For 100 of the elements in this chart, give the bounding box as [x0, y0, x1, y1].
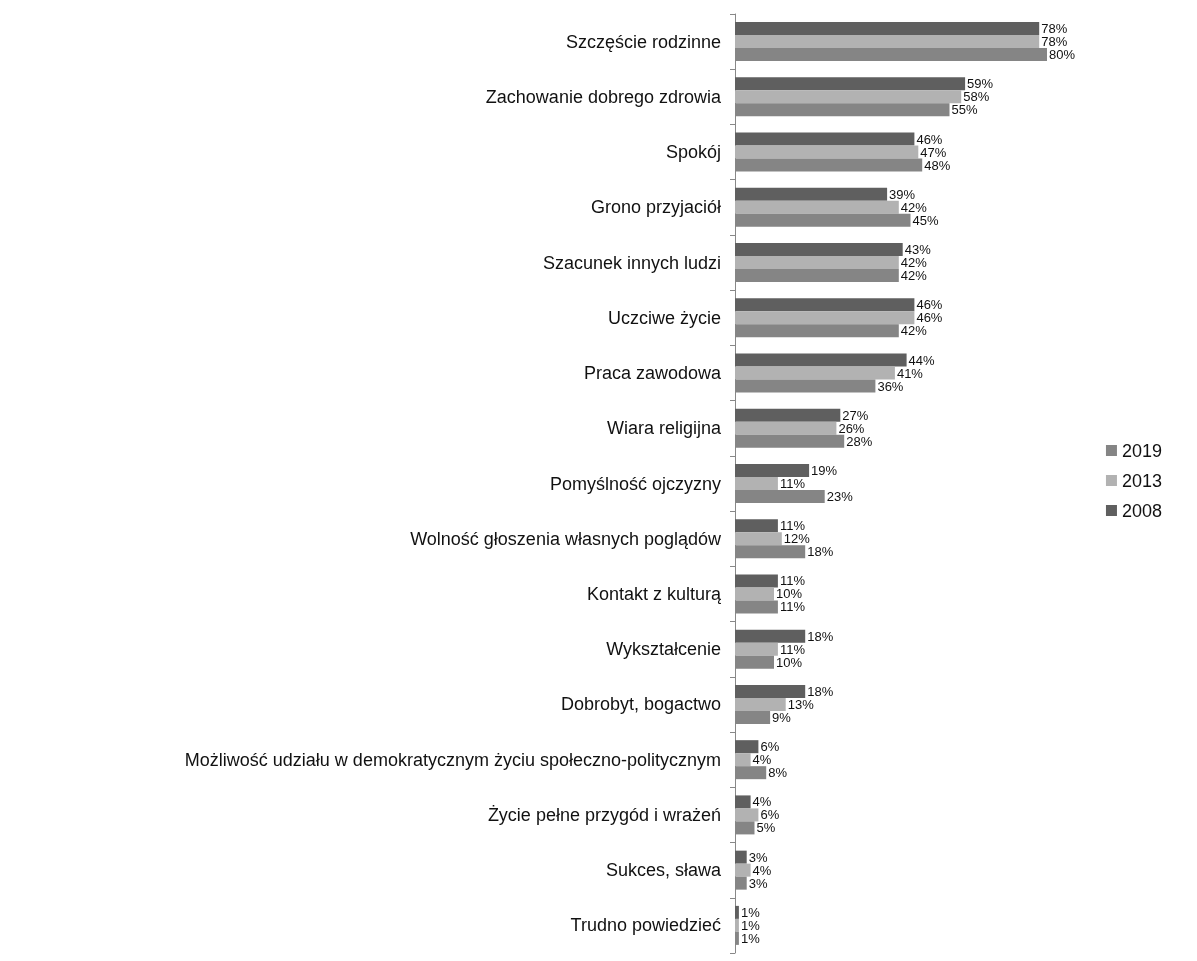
y-tick-label: Szacunek innych ludzi — [542, 252, 721, 273]
data-label: 4% — [752, 862, 772, 878]
data-label: 11% — [779, 476, 806, 491]
data-label: 55% — [951, 102, 978, 118]
legend-label: 2013 — [1121, 470, 1162, 491]
data-label: 41% — [896, 365, 924, 381]
bar — [735, 684, 806, 698]
data-label: 1% — [740, 917, 761, 933]
bar — [735, 477, 778, 490]
y-tick-label: Sukces, sława — [605, 860, 722, 881]
data-label: 26% — [838, 420, 865, 436]
bar — [735, 77, 966, 91]
data-label: 59% — [967, 76, 994, 92]
data-label: 18% — [807, 544, 834, 560]
y-tick-label: Kontakt z kulturą — [586, 583, 722, 604]
data-label: 11% — [779, 573, 806, 589]
data-label: 28% — [846, 433, 873, 449]
bar — [735, 311, 915, 325]
data-label: 45% — [912, 212, 939, 228]
bar — [735, 298, 915, 312]
data-label: 10% — [776, 586, 803, 602]
data-label: 11% — [779, 641, 806, 657]
bar — [735, 519, 778, 533]
data-label: 13% — [787, 696, 815, 712]
bar — [735, 132, 915, 146]
data-label: 11% — [779, 599, 806, 615]
y-tick-label: Życie pełne przygód i wrażeń — [487, 804, 721, 825]
data-label: 80% — [1049, 47, 1076, 63]
legend-label: 2008 — [1121, 500, 1162, 521]
data-label: 42% — [900, 268, 928, 284]
legend-label: 2019 — [1121, 440, 1162, 461]
bar — [735, 464, 810, 477]
data-label: 42% — [900, 255, 928, 271]
bar — [735, 187, 888, 201]
bar — [735, 753, 751, 767]
bar — [735, 366, 895, 380]
y-tick-label: Wykształcenie — [606, 639, 721, 660]
data-label: 9% — [772, 709, 792, 725]
data-label: 1% — [740, 904, 761, 920]
data-label: 4% — [752, 794, 772, 810]
bar — [735, 850, 747, 864]
bar — [735, 145, 919, 159]
y-tick-label: Możliwość udziału w demokratycznym życiu społeczno-politycznym — [184, 749, 721, 770]
bar — [735, 808, 759, 822]
data-label: 19% — [811, 463, 838, 478]
data-label: 42% — [900, 199, 928, 215]
data-label: 8% — [768, 765, 788, 781]
data-label: 1% — [740, 930, 761, 946]
bar — [735, 918, 739, 932]
bar — [735, 795, 751, 809]
data-label: 3% — [748, 875, 768, 891]
y-tick-label: Trudno powiedzieć — [570, 915, 721, 936]
bar — [735, 532, 782, 546]
data-label: 4% — [752, 752, 772, 768]
data-label: 18% — [807, 683, 834, 699]
y-tick-label: Praca zawodowa — [583, 363, 722, 384]
data-label: 42% — [900, 323, 928, 339]
data-label: 3% — [748, 849, 768, 865]
bar — [735, 629, 806, 643]
y-tick-label: Spokój — [665, 142, 721, 163]
data-label: 78% — [1041, 21, 1068, 37]
data-label: 58% — [963, 89, 990, 105]
y-tick-label: Grono przyjaciół — [590, 197, 721, 218]
bar — [735, 90, 962, 104]
bar — [735, 421, 837, 435]
y-tick-label: Pomyślność ojczyzny — [549, 473, 721, 494]
bar — [735, 740, 759, 754]
y-tick-label: Szczęście rodzinne — [565, 31, 721, 52]
data-label: 10% — [776, 654, 803, 670]
bar — [735, 200, 899, 214]
bar — [735, 642, 778, 656]
data-label: 46% — [916, 297, 943, 313]
bar — [735, 22, 1040, 36]
bar — [735, 35, 1040, 49]
data-label: 36% — [877, 378, 904, 394]
bar — [735, 905, 739, 919]
data-label: 27% — [842, 407, 869, 423]
bar — [735, 863, 751, 877]
data-label: 23% — [826, 489, 854, 504]
bar — [735, 587, 774, 601]
y-tick-label: Wolność głoszenia własnych poglądów — [410, 528, 722, 549]
data-label: 39% — [889, 186, 916, 202]
y-tick-label: Dobrobyt, bogactwo — [560, 694, 721, 715]
bar — [735, 697, 786, 711]
bar — [735, 256, 899, 270]
data-label: 78% — [1041, 34, 1068, 50]
data-label: 43% — [904, 242, 932, 258]
data-label: 5% — [756, 820, 776, 836]
y-tick-label: Wiara religijna — [606, 418, 722, 439]
data-label: 12% — [783, 531, 811, 547]
bar — [735, 574, 778, 588]
data-label: 47% — [920, 144, 947, 160]
data-label: 11% — [779, 518, 806, 534]
bar — [735, 408, 841, 422]
bar — [735, 353, 907, 367]
y-tick-label: Uczciwe życie — [607, 307, 721, 328]
data-label: 48% — [924, 157, 951, 173]
data-label: 18% — [807, 628, 834, 644]
data-label: 46% — [916, 131, 943, 147]
data-label: 46% — [916, 310, 943, 326]
